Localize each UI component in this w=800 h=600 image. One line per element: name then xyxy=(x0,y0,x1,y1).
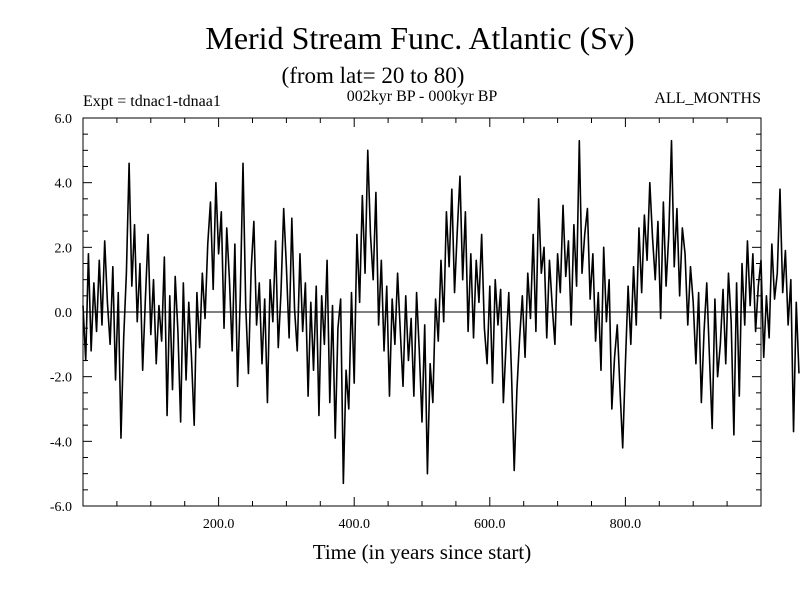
plot-area: -6.0 -4.0 -2.0 0.0 2.0 4.0 6.0 200.0 400.0 600.0 8… xyxy=(50,112,800,532)
data-series-line xyxy=(82,139,800,485)
y-tick-label: -2.0 xyxy=(50,371,72,386)
x-tick-label: 400.0 xyxy=(338,517,370,532)
period-label: 002kyr BP - 000kyr BP xyxy=(347,88,498,105)
y-tick-label: -4.0 xyxy=(50,435,72,450)
months-label: ALL_MONTHS xyxy=(654,90,761,107)
y-tick-label: 4.0 xyxy=(55,177,73,192)
chart-title: Merid Stream Func. Atlantic (Sv) xyxy=(205,20,634,56)
chart-subtitle: (from lat= 20 to 80) xyxy=(282,63,465,88)
y-tick-label: 6.0 xyxy=(55,112,73,127)
y-tick-label: 2.0 xyxy=(55,241,73,256)
y-tick-label: 0.0 xyxy=(55,306,73,321)
x-tick-label: 200.0 xyxy=(203,517,235,532)
experiment-label: Expt = tdnac1-tdnaa1 xyxy=(83,93,221,110)
x-tick-label: 600.0 xyxy=(474,517,506,532)
x-tick-label: 800.0 xyxy=(610,517,642,532)
x-axis-label: Time (in years since start) xyxy=(313,540,532,564)
y-tick-label: -6.0 xyxy=(50,500,72,515)
